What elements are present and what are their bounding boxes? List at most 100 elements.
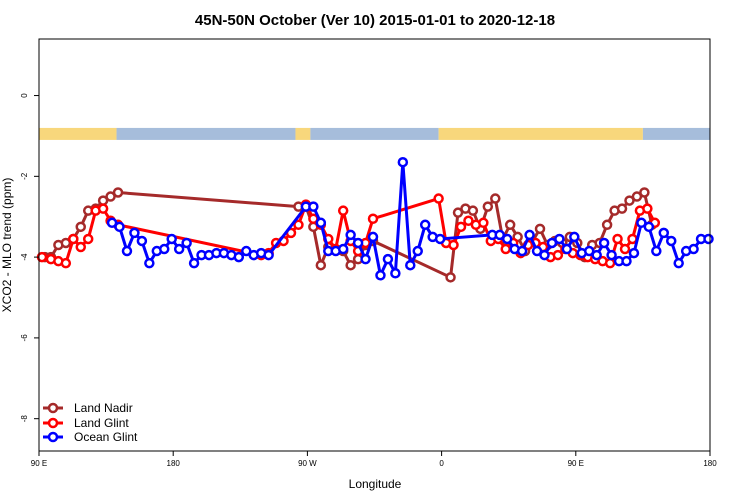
data-point-ocean-glint [658, 227, 670, 239]
data-point-land-glint [97, 203, 109, 214]
data-point-ocean-glint [561, 243, 573, 255]
data-point-ocean-glint [598, 237, 610, 249]
data-point-ocean-glint [367, 231, 379, 243]
data-point-land-glint [500, 243, 511, 255]
legend-label-land-nadir: Land Nadir [74, 401, 133, 415]
data-point-ocean-glint [628, 247, 640, 259]
data-point-land-nadir [616, 203, 628, 214]
data-point-ocean-glint [166, 233, 177, 245]
data-point-ocean-glint [405, 259, 416, 271]
chart-title: 45N-50N October (Ver 10) 2015-01-01 to 2… [195, 12, 555, 29]
data-point-ocean-glint [263, 249, 274, 261]
legend: Land Nadir Land Glint Ocean Glint [43, 401, 138, 444]
data-point-ocean-glint [531, 245, 543, 257]
data-point-ocean-glint [352, 237, 364, 249]
band-segment-land [438, 127, 643, 140]
series-layer [36, 156, 714, 283]
data-point-ocean-glint [181, 237, 192, 249]
data-point-land-nadir [504, 219, 516, 231]
data-point-ocean-glint [375, 270, 386, 281]
y-axis-label: XCO2 - MLO trend (ppm) [0, 178, 14, 313]
x-tick-label: 90 E [568, 459, 584, 468]
data-point-land-nadir [112, 187, 124, 198]
data-point-ocean-glint [173, 243, 185, 255]
data-point-ocean-glint [524, 229, 535, 241]
data-point-ocean-glint [144, 257, 155, 269]
data-point-land-glint [448, 239, 459, 251]
legend-marker-land-glint [47, 417, 59, 429]
data-point-land-nadir [445, 272, 456, 283]
data-point-land-nadir [482, 201, 494, 212]
data-point-land-nadir [60, 237, 72, 249]
data-point-ocean-glint [106, 217, 118, 229]
data-point-land-glint [463, 215, 474, 227]
data-point-land-glint [642, 203, 653, 214]
data-point-land-nadir [75, 221, 87, 233]
y-tick-label: -2 [20, 172, 29, 180]
data-point-ocean-glint [382, 253, 394, 265]
legend-entry-ocean-glint: Ocean Glint [43, 430, 138, 444]
data-point-land-nadir [345, 259, 356, 271]
data-point-ocean-glint [390, 268, 401, 279]
band-segment-ocean [116, 127, 296, 140]
data-point-ocean-glint [360, 253, 371, 265]
legend-marker-ocean-glint [47, 431, 59, 443]
data-point-ocean-glint [554, 233, 565, 245]
data-point-land-nadir [467, 205, 479, 216]
data-point-land-glint [455, 221, 467, 233]
data-point-land-nadir [452, 207, 464, 218]
data-point-ocean-glint [665, 235, 677, 247]
data-point-ocean-glint [494, 229, 506, 241]
data-point-land-glint [60, 257, 72, 269]
data-point-ocean-glint [121, 245, 133, 257]
plot-frame [38, 38, 711, 452]
data-point-ocean-glint [636, 217, 647, 229]
data-point-ocean-glint [159, 243, 170, 255]
x-tick-label: 90 W [298, 459, 317, 468]
series-ocean-glint [106, 156, 714, 281]
data-point-ocean-glint [419, 219, 431, 231]
legend-entry-land-glint: Land Glint [43, 416, 129, 430]
data-point-land-glint [82, 233, 94, 245]
data-point-land-glint [604, 257, 616, 269]
x-tick-label: 180 [703, 459, 717, 468]
data-point-ocean-glint [233, 251, 245, 263]
y-tick-label: -4 [20, 253, 29, 261]
data-point-ocean-glint [569, 231, 580, 243]
data-point-ocean-glint [129, 227, 140, 239]
data-point-land-glint [367, 213, 379, 224]
data-point-land-glint [619, 243, 631, 255]
y-tick-label: 0 [20, 93, 29, 98]
data-point-ocean-glint [539, 249, 550, 261]
data-point-ocean-glint [397, 156, 409, 168]
data-point-land-nadir [624, 195, 635, 206]
data-point-ocean-glint [337, 243, 349, 255]
data-point-ocean-glint [308, 201, 319, 212]
data-point-land-nadir [315, 259, 327, 271]
data-point-land-nadir [534, 223, 546, 235]
data-point-ocean-glint [688, 243, 699, 255]
legend-label-land-glint: Land Glint [74, 416, 129, 430]
data-point-ocean-glint [434, 233, 446, 245]
data-point-ocean-glint [673, 257, 684, 269]
data-point-land-nadir [490, 193, 501, 204]
x-tick-label: 180 [167, 459, 181, 468]
data-point-ocean-glint [606, 249, 617, 261]
data-point-ocean-glint [241, 245, 252, 257]
data-point-land-glint [478, 217, 489, 229]
x-tick-label: 0 [439, 459, 444, 468]
data-point-ocean-glint [345, 229, 356, 241]
band-segment-ocean [642, 127, 710, 140]
band-segment-ocean [310, 127, 439, 140]
data-point-land-nadir [639, 187, 650, 198]
legend-marker-land-nadir [47, 402, 59, 414]
data-point-ocean-glint [114, 221, 125, 233]
band-segment-land [39, 127, 117, 140]
data-point-land-glint [337, 205, 349, 216]
data-point-ocean-glint [651, 245, 662, 257]
y-tick-label: -8 [20, 415, 29, 423]
data-point-ocean-glint [136, 235, 148, 247]
data-point-land-nadir [631, 191, 643, 202]
data-point-land-nadir [601, 219, 613, 231]
